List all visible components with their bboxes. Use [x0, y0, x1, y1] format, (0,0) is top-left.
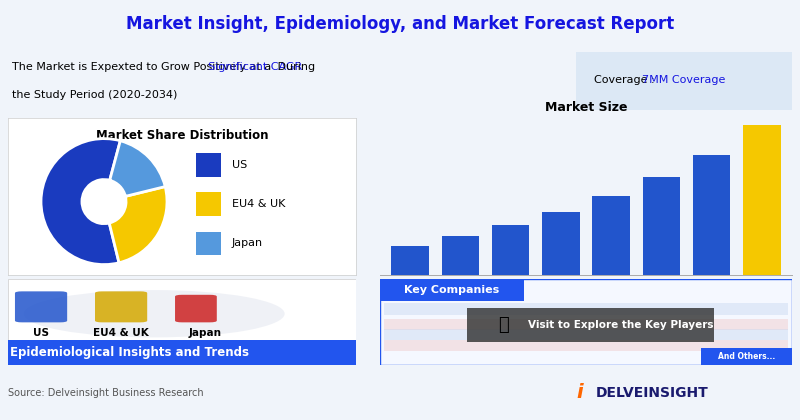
Wedge shape — [41, 139, 120, 265]
Text: EU4 & UK: EU4 & UK — [231, 199, 285, 209]
FancyBboxPatch shape — [175, 295, 217, 323]
Title: Market Size: Market Size — [545, 101, 627, 114]
Text: US: US — [231, 160, 246, 170]
Bar — [442, 236, 479, 275]
Bar — [693, 155, 730, 275]
FancyBboxPatch shape — [196, 231, 221, 255]
FancyBboxPatch shape — [466, 308, 714, 342]
Ellipse shape — [24, 290, 285, 337]
Bar — [391, 246, 429, 275]
Text: Key Companies: Key Companies — [405, 285, 500, 295]
Text: Source: Delveinsight Business Research: Source: Delveinsight Business Research — [8, 388, 204, 398]
FancyBboxPatch shape — [15, 291, 67, 323]
FancyBboxPatch shape — [8, 339, 356, 365]
FancyBboxPatch shape — [384, 303, 788, 315]
Text: EU4 & UK: EU4 & UK — [94, 328, 149, 338]
FancyBboxPatch shape — [702, 348, 792, 365]
Text: Coverage :: Coverage : — [594, 74, 658, 84]
FancyBboxPatch shape — [384, 319, 788, 330]
Text: Significant CAGR: Significant CAGR — [207, 61, 302, 71]
Text: 🔒: 🔒 — [498, 316, 509, 334]
Text: And Others...: And Others... — [718, 352, 775, 361]
FancyBboxPatch shape — [576, 52, 792, 110]
Text: US: US — [33, 328, 49, 338]
Text: Visit to Explore the Key Players: Visit to Explore the Key Players — [528, 320, 714, 330]
Bar — [743, 125, 781, 275]
Text: the Study Period (2020-2034): the Study Period (2020-2034) — [12, 90, 178, 100]
FancyBboxPatch shape — [95, 291, 147, 323]
FancyBboxPatch shape — [8, 279, 356, 365]
FancyBboxPatch shape — [380, 279, 792, 365]
Text: i: i — [576, 383, 582, 402]
Text: DELVEINSIGHT: DELVEINSIGHT — [596, 386, 709, 400]
Bar — [492, 225, 530, 275]
Text: During: During — [274, 61, 315, 71]
Text: Japan: Japan — [231, 238, 262, 248]
Bar — [542, 212, 580, 275]
Text: The Market is Expexted to Grow Positively at a: The Market is Expexted to Grow Positivel… — [12, 61, 274, 71]
FancyBboxPatch shape — [380, 279, 524, 301]
Text: Japan: Japan — [188, 328, 221, 338]
Text: Market Insight, Epidemiology, and Market Forecast Report: Market Insight, Epidemiology, and Market… — [126, 15, 674, 33]
Text: Market Share Distribution: Market Share Distribution — [96, 129, 268, 142]
FancyBboxPatch shape — [384, 339, 788, 351]
Wedge shape — [110, 186, 167, 263]
Text: Epidemiological Insights and Trends: Epidemiological Insights and Trends — [10, 346, 250, 359]
Bar — [592, 196, 630, 275]
Wedge shape — [110, 141, 165, 196]
Bar — [642, 177, 680, 275]
FancyBboxPatch shape — [196, 192, 221, 216]
FancyBboxPatch shape — [196, 153, 221, 177]
FancyBboxPatch shape — [384, 329, 788, 341]
Text: 7MM Coverage: 7MM Coverage — [642, 74, 726, 84]
